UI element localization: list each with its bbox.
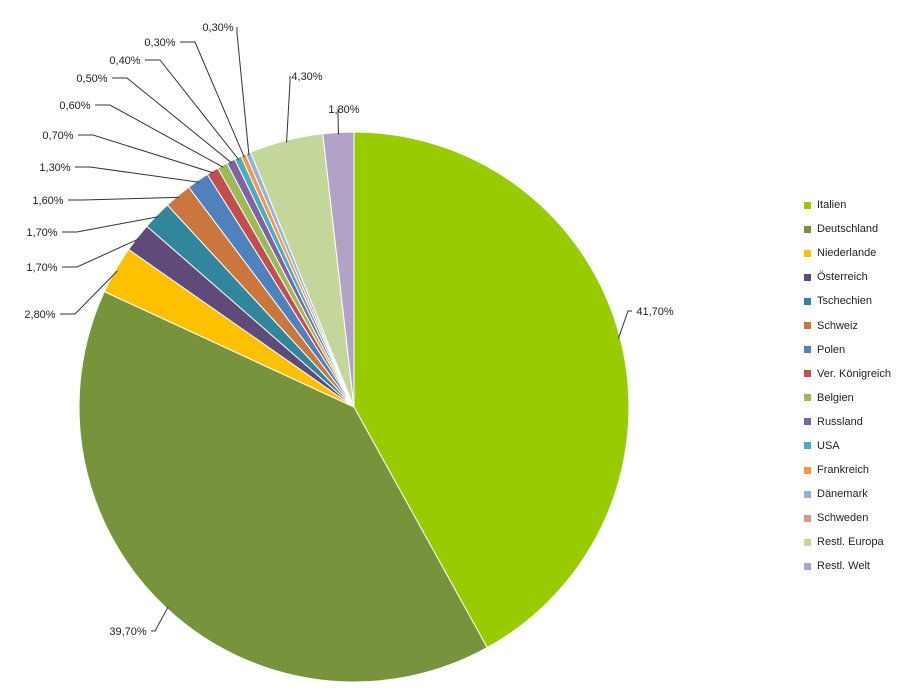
legend-swatch xyxy=(804,514,811,522)
legend-label: Schweden xyxy=(817,512,869,525)
data-label-usa: 0,40% xyxy=(109,55,140,67)
leader-line-ver-k-nigreich xyxy=(78,134,214,174)
leader-line-tschechien xyxy=(62,216,159,233)
legend-label: Restl. Europa xyxy=(817,536,884,549)
legend-swatch xyxy=(804,562,811,570)
legend-swatch xyxy=(804,466,811,474)
legend-swatch xyxy=(804,322,811,330)
data-labels: 41,70% 39,70% 2,80% 1,70% 1,70% 1,60% 1,30% 0,7… xyxy=(24,22,673,638)
legend-swatch xyxy=(804,442,811,450)
leader-line-schweiz xyxy=(68,196,180,201)
data-label-italien: 41,70% xyxy=(636,306,674,318)
data-label--sterreich: 1,70% xyxy=(26,262,57,274)
legend-label: Schweiz xyxy=(817,319,858,332)
legend-item-polen: Polen xyxy=(804,338,891,362)
data-label-deutschland: 39,70% xyxy=(109,626,147,638)
legend-item-usa: USA xyxy=(804,434,891,458)
data-label-belgien: 0,60% xyxy=(59,100,90,112)
legend-item-restl-europa: Restl. Europa xyxy=(804,530,891,554)
legend-label: Belgien xyxy=(817,391,854,404)
pie-slices xyxy=(78,131,630,683)
legend-label: Polen xyxy=(817,343,846,356)
leader-line-niederlande xyxy=(60,270,118,315)
data-label-d-nemark: 0,30% xyxy=(202,22,233,34)
legend-swatch xyxy=(804,297,811,305)
leader-line-russland xyxy=(112,77,232,164)
legend-item-belgien: Belgien xyxy=(804,386,891,410)
legend-item-deutschland: Deutschland xyxy=(804,217,891,241)
data-label-schweiz: 1,60% xyxy=(32,195,63,207)
legend-swatch xyxy=(804,538,811,546)
legend-label: Russland xyxy=(817,415,863,428)
legend-label: USA xyxy=(817,439,840,452)
data-label-restl-europa: 4,30% xyxy=(291,71,322,83)
legend-swatch xyxy=(804,346,811,354)
legend-swatch xyxy=(804,273,811,281)
data-label-frankreich: 0,30% xyxy=(144,37,175,49)
leader-line-usa xyxy=(145,59,240,160)
legend-label: Restl. Welt xyxy=(817,560,870,573)
legend-label: Italien xyxy=(817,199,847,212)
legend-item--sterreich: Österreich xyxy=(804,265,891,289)
leader-line-frankreich xyxy=(180,41,245,158)
legend-label: Niederlande xyxy=(817,247,877,260)
legend-swatch xyxy=(804,490,811,498)
leader-line-polen xyxy=(75,166,200,183)
legend-swatch xyxy=(804,201,811,209)
legend-label: Ver. Königreich xyxy=(817,367,891,380)
legend-swatch xyxy=(804,225,811,233)
legend-item-russland: Russland xyxy=(804,410,891,434)
legend-label: Deutschland xyxy=(817,223,879,236)
data-label-restl-welt: 1,80% xyxy=(328,104,359,116)
data-label-polen: 1,30% xyxy=(39,162,70,174)
data-label-ver-k-nigreich: 0,70% xyxy=(42,130,73,142)
legend-swatch xyxy=(804,418,811,426)
data-label-russland: 0,50% xyxy=(76,73,107,85)
legend-item-tschechien: Tschechien xyxy=(804,289,891,313)
leader-line--sterreich xyxy=(62,238,140,268)
legend-item-niederlande: Niederlande xyxy=(804,241,891,265)
legend-swatch xyxy=(804,370,811,378)
legend-item-frankreich: Frankreich xyxy=(804,458,891,482)
legend-label: Tschechien xyxy=(817,295,873,308)
leader-line-restl-europa xyxy=(286,76,291,143)
legend-item-schweiz: Schweiz xyxy=(804,313,891,337)
pie-slice-italien xyxy=(353,131,630,649)
legend-item-italien: Italien xyxy=(804,193,891,217)
legend-label: Frankreich xyxy=(817,464,869,477)
legend-swatch xyxy=(804,394,811,402)
leader-lines xyxy=(60,27,632,632)
legend-swatch xyxy=(804,249,811,257)
leader-line-belgien xyxy=(95,104,224,168)
leader-line-italien xyxy=(617,310,632,339)
legend: Italien Deutschland Niederlande Österreich T… xyxy=(804,193,891,579)
data-label-tschechien: 1,70% xyxy=(26,227,57,239)
legend-item-restl-welt: Restl. Welt xyxy=(804,554,891,578)
legend-item-ver-k-nigreich: Ver. Königreich xyxy=(804,362,891,386)
leader-line-d-nemark xyxy=(236,27,250,156)
legend-item-d-nemark: Dänemark xyxy=(804,482,891,506)
legend-item-schweden: Schweden xyxy=(804,506,891,530)
data-label-niederlande: 2,80% xyxy=(24,309,55,321)
legend-label: Dänemark xyxy=(817,488,868,501)
leader-line-deutschland xyxy=(151,606,169,632)
legend-label: Österreich xyxy=(817,271,868,284)
